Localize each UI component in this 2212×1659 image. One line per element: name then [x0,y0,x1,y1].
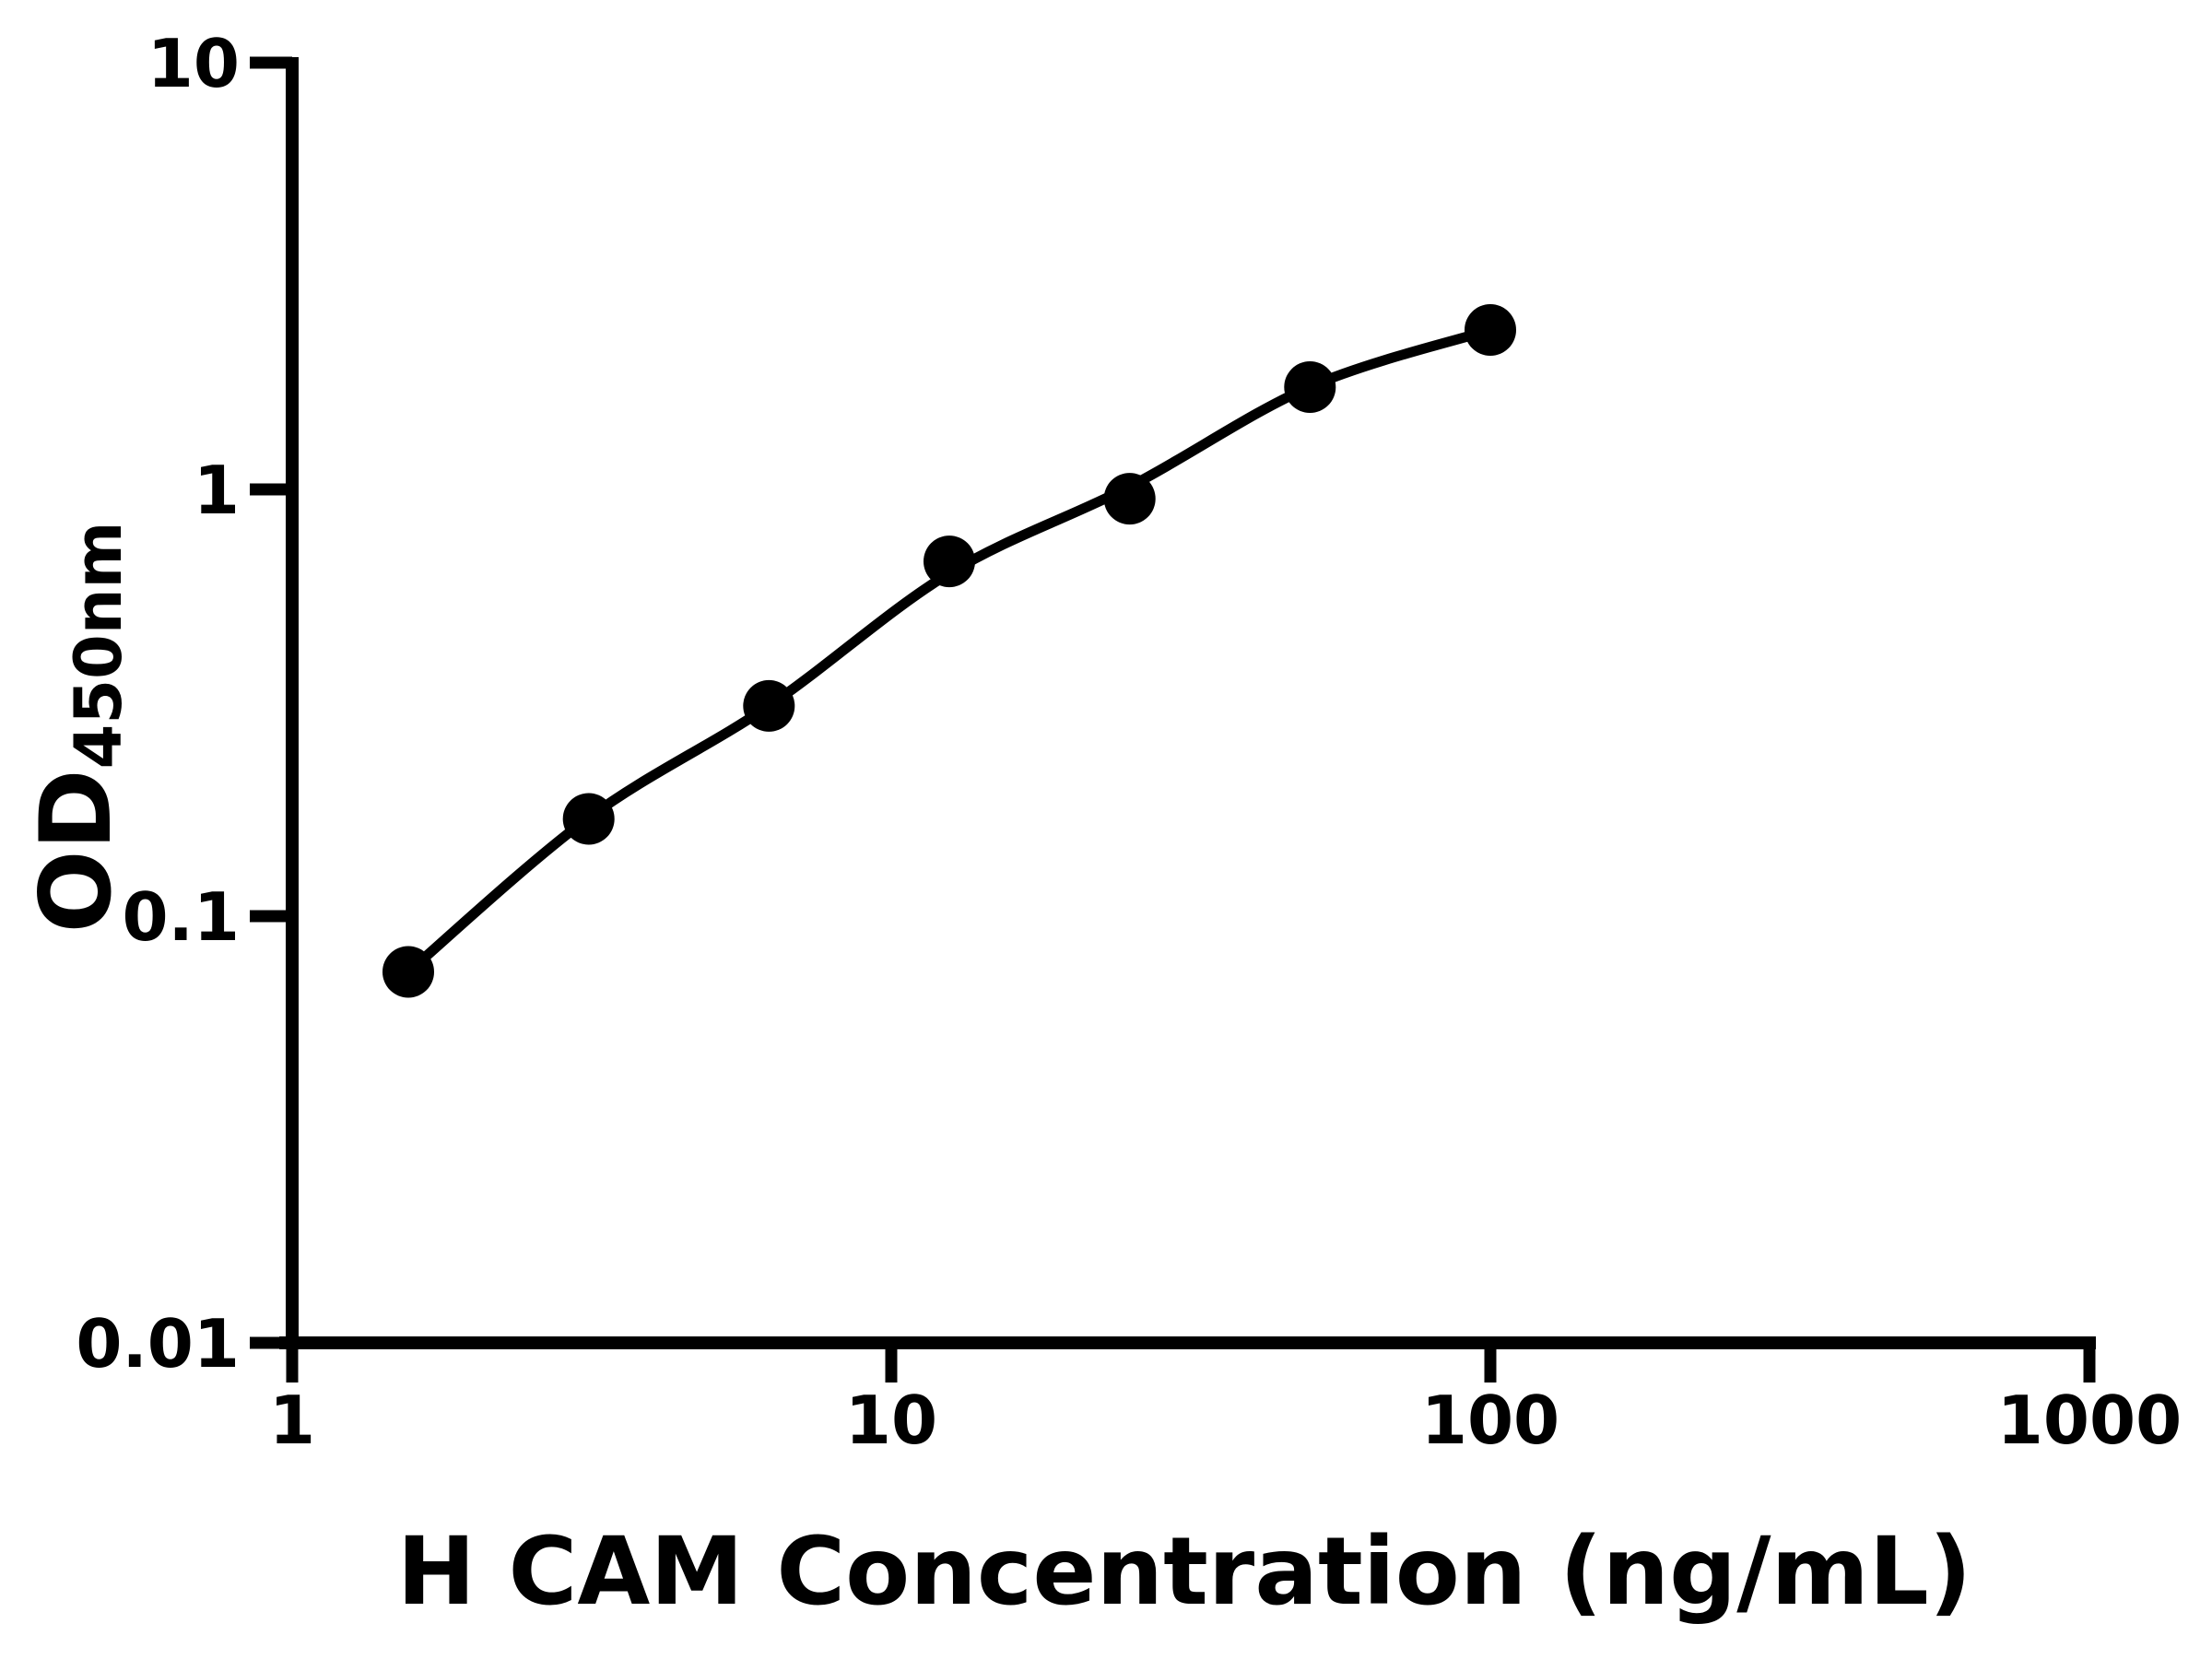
data-point [743,679,795,732]
x-tick-label: 1000 [1997,1382,2182,1459]
tick-label-layer: 10 1 0.1 0.01 1 10 100 1000 [76,25,2182,1459]
y-tick-label: 0.01 [76,1305,240,1382]
y-tick-label: 10 [147,25,240,102]
fit-curve [405,324,1492,976]
x-tick-label: 100 [1421,1382,1559,1459]
y-axis-title-main: OD [19,769,133,933]
data-point [924,535,975,588]
y-tick-label: 0.1 [122,878,240,956]
data-point [1465,304,1516,356]
axes-layer [250,56,2096,1382]
data-layer [382,304,1516,998]
x-tick-label: 10 [845,1382,937,1459]
x-axis-title: H CAM Concentration (ng/mL) [397,1517,1972,1627]
data-point [1284,361,1336,413]
data-point [382,946,434,998]
x-tick-label: 1 [269,1382,315,1459]
y-axis-title-subscript: 450nm [61,521,136,769]
data-point [562,793,615,845]
data-point [1103,473,1156,525]
y-tick-label: 1 [194,452,240,529]
y-axis-title: OD450nm [19,521,136,933]
